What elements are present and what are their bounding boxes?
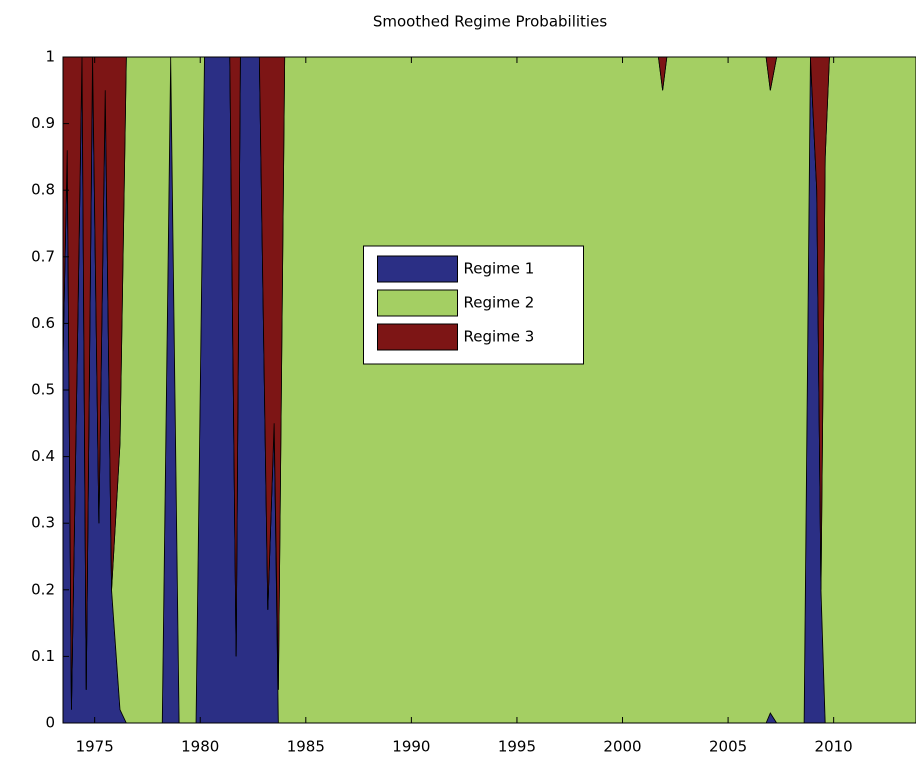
y-tick-label: 1 xyxy=(45,48,55,66)
legend-label: Regime 1 xyxy=(464,260,535,278)
y-tick-label: 0.8 xyxy=(31,181,55,199)
area xyxy=(62,56,916,724)
legend-swatch xyxy=(377,289,458,317)
y-tick-label: 0.3 xyxy=(31,514,55,532)
y-tick-label: 0.7 xyxy=(31,247,55,265)
legend-label: Regime 2 xyxy=(464,294,535,312)
y-tick-label: 0.6 xyxy=(31,314,55,332)
x-tick-label: 2000 xyxy=(603,738,641,756)
y-tick-label: 0 xyxy=(45,714,55,732)
y-tick-label: 0.2 xyxy=(31,580,55,598)
x-tick-label: 1985 xyxy=(287,738,325,756)
x-tick-label: 1980 xyxy=(181,738,219,756)
legend-label: Regime 3 xyxy=(464,328,535,346)
x-tick-label: 1995 xyxy=(498,738,536,756)
y-tick-label: 0.5 xyxy=(31,381,55,399)
x-tick-label: 1975 xyxy=(76,738,114,756)
y-tick-label: 0.4 xyxy=(31,447,55,465)
chart-title: Smoothed Regime Probabilities xyxy=(373,13,607,31)
x-tick-label: 1990 xyxy=(392,738,430,756)
x-tick-label: 2010 xyxy=(815,738,853,756)
legend-swatch xyxy=(377,323,458,351)
x-tick-label: 2005 xyxy=(709,738,747,756)
y-tick-label: 0.9 xyxy=(31,114,55,132)
legend-swatch xyxy=(377,255,458,283)
y-tick-label: 0.1 xyxy=(31,647,55,665)
